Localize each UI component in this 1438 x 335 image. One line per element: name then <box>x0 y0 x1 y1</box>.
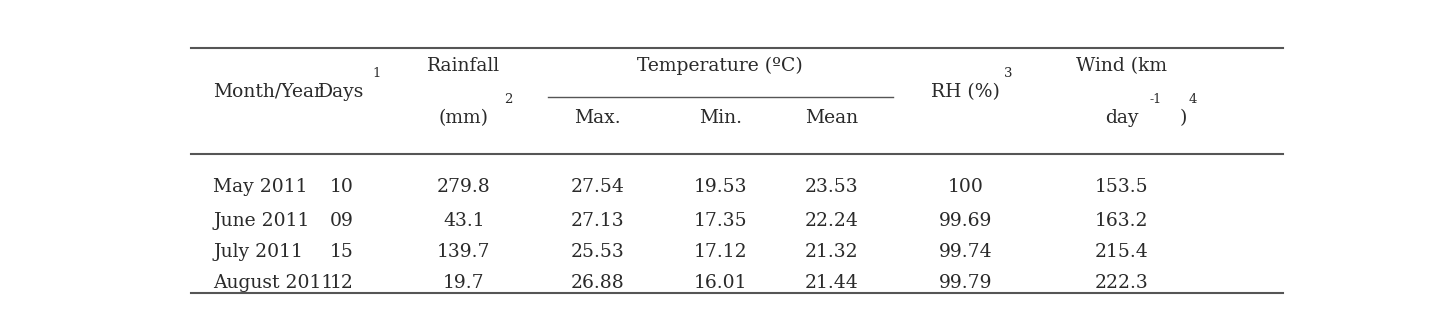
Text: 16.01: 16.01 <box>693 274 746 292</box>
Text: 43.1: 43.1 <box>443 212 485 230</box>
Text: 99.79: 99.79 <box>939 274 992 292</box>
Text: (mm): (mm) <box>439 109 489 127</box>
Text: 27.13: 27.13 <box>571 212 624 230</box>
Text: Days: Days <box>318 83 364 101</box>
Text: 26.88: 26.88 <box>571 274 624 292</box>
Text: 21.32: 21.32 <box>805 243 858 261</box>
Text: 4: 4 <box>1188 93 1196 106</box>
Text: 1: 1 <box>372 67 381 80</box>
Text: 23.53: 23.53 <box>805 178 858 196</box>
Text: RH (%): RH (%) <box>930 83 999 101</box>
Text: 2: 2 <box>505 93 513 106</box>
Text: 100: 100 <box>948 178 984 196</box>
Text: Month/Year: Month/Year <box>213 83 324 101</box>
Text: 09: 09 <box>329 212 354 230</box>
Text: Mean: Mean <box>805 109 858 127</box>
Text: 19.7: 19.7 <box>443 274 485 292</box>
Text: 99.74: 99.74 <box>939 243 992 261</box>
Text: 17.12: 17.12 <box>693 243 748 261</box>
Text: 222.3: 222.3 <box>1094 274 1149 292</box>
Text: Wind (km: Wind (km <box>1076 57 1168 75</box>
Text: -1: -1 <box>1149 93 1162 106</box>
Text: 25.53: 25.53 <box>571 243 624 261</box>
Text: June 2011: June 2011 <box>213 212 309 230</box>
Text: 10: 10 <box>329 178 354 196</box>
Text: 99.69: 99.69 <box>939 212 992 230</box>
Text: 27.54: 27.54 <box>571 178 624 196</box>
Text: 153.5: 153.5 <box>1094 178 1149 196</box>
Text: Max.: Max. <box>574 109 621 127</box>
Text: July 2011: July 2011 <box>213 243 303 261</box>
Text: 163.2: 163.2 <box>1094 212 1148 230</box>
Text: 22.24: 22.24 <box>805 212 858 230</box>
Text: 15: 15 <box>329 243 354 261</box>
Text: 279.8: 279.8 <box>437 178 490 196</box>
Text: day: day <box>1104 109 1139 127</box>
Text: 12: 12 <box>329 274 354 292</box>
Text: ): ) <box>1179 109 1186 127</box>
Text: 3: 3 <box>1004 67 1012 80</box>
Text: Rainfall: Rainfall <box>427 57 500 75</box>
Text: 139.7: 139.7 <box>437 243 490 261</box>
Text: May 2011: May 2011 <box>213 178 308 196</box>
Text: Temperature (ºC): Temperature (ºC) <box>637 57 804 75</box>
Text: August 2011: August 2011 <box>213 274 334 292</box>
Text: 21.44: 21.44 <box>805 274 858 292</box>
Text: 17.35: 17.35 <box>693 212 748 230</box>
Text: Min.: Min. <box>699 109 742 127</box>
Text: 19.53: 19.53 <box>693 178 746 196</box>
Text: 215.4: 215.4 <box>1094 243 1149 261</box>
